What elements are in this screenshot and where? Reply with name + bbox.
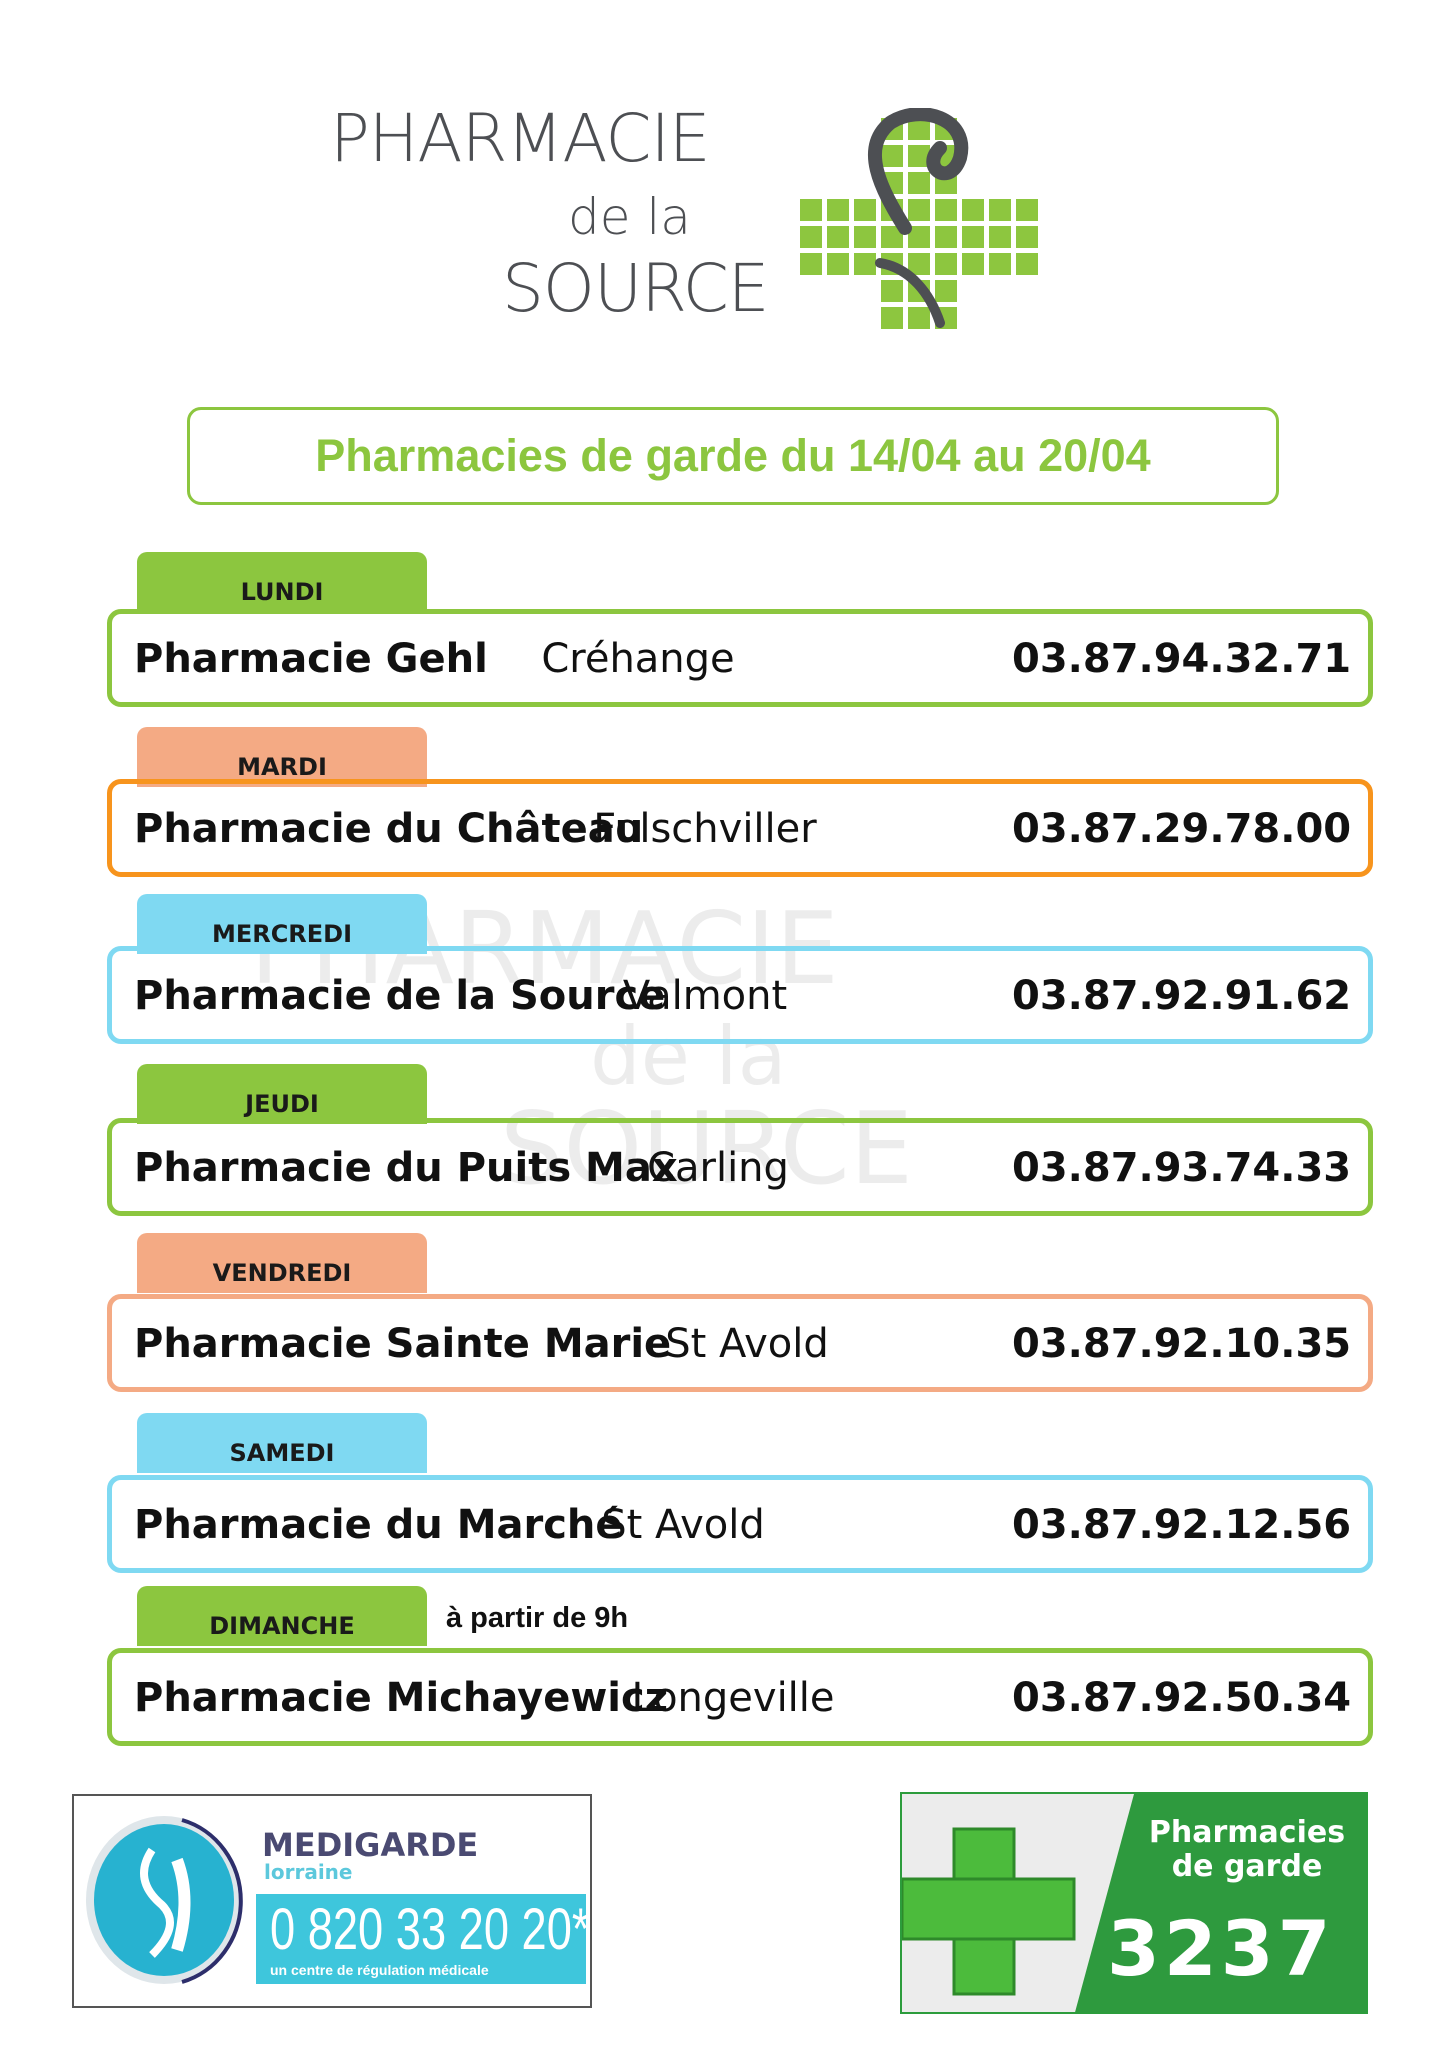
day-tab-mardi: MARDI: [137, 727, 427, 787]
pharmacy-phone: 03.87.92.10.35: [1012, 1321, 1352, 1367]
day-tab-vendredi: VENDREDI: [137, 1233, 427, 1293]
pharmacy-town: Carling: [647, 1145, 789, 1191]
day-label: MERCREDI: [211, 920, 353, 948]
day-tab-dimanche: DIMANCHE: [137, 1586, 427, 1646]
pharmacy-phone: 03.87.29.78.00: [1012, 806, 1352, 852]
page-title: Pharmacies de garde du 14/04 au 20/04: [315, 430, 1151, 481]
pharmacy-name: Pharmacie de la Source: [134, 973, 666, 1019]
pharmacy-name: Pharmacie Sainte Marie: [134, 1321, 672, 1367]
medigarde-brand: MEDIGARDE: [262, 1826, 479, 1864]
watermark-line2: de la: [590, 1010, 787, 1103]
pharmacy-phone: 03.87.92.50.34: [1012, 1675, 1352, 1721]
pharmacy-town: St Avold: [665, 1321, 829, 1367]
pharmacy-row: Pharmacie du Marché St Avold 03.87.92.12.5…: [107, 1475, 1373, 1573]
day-label: MARDI: [237, 753, 327, 781]
day-label: JEUDI: [245, 1090, 319, 1118]
day-label: DIMANCHE: [209, 1612, 355, 1640]
medigarde-phone-icon: [86, 1816, 243, 1984]
medigarde-phone-box: 0 820 33 20 20* un centre de régulation …: [256, 1894, 590, 1984]
day-tab-mercredi: MERCREDI: [137, 894, 427, 954]
pharmacy-cross-serpent-icon: [800, 108, 1038, 329]
pharmacy-row: Pharmacie de la Source Valmont 03.87.92.91…: [107, 946, 1373, 1044]
pharmacy-name: Pharmacie du Château: [134, 806, 644, 852]
pharmacy-name: Pharmacie Michayewicz: [134, 1675, 668, 1721]
pharmacy-town: St Avold: [601, 1502, 765, 1548]
pharmacy-town: Folschviller: [593, 806, 817, 852]
garde-line2: de garde: [1171, 1849, 1323, 1884]
title-box: Pharmacies de garde du 14/04 au 20/04: [187, 407, 1279, 505]
day-tab-jeudi: JEUDI: [137, 1064, 427, 1124]
medigarde-phone: 0 820 33 20 20*: [270, 1897, 590, 1962]
pharmacy-phone: 03.87.93.74.33: [1012, 1145, 1352, 1191]
pharmacy-row: Pharmacie Michayewicz Longeville 03.87.92.…: [107, 1648, 1373, 1746]
day-label: VENDREDI: [212, 1259, 352, 1287]
logo-line3: SOURCE: [502, 250, 770, 327]
logo: PHARMACIE de la SOURCE: [330, 100, 850, 340]
pharmacy-town: Créhange: [541, 636, 735, 682]
garde-number: 3237: [1107, 1904, 1335, 1993]
garde-line1: Pharmacies: [1148, 1815, 1346, 1850]
pharmacy-row: Pharmacie Gehl Créhange 03.87.94.32.71: [107, 609, 1373, 707]
pharmacy-row: Pharmacie du Château Folschviller 03.87.29…: [107, 779, 1373, 877]
pharmacies-de-garde-banner: Pharmacies de garde 3237: [900, 1792, 1368, 2014]
garde-label: Pharmacies de garde: [1132, 1816, 1362, 1884]
day-label: SAMEDI: [229, 1439, 335, 1467]
pharmacy-town: Valmont: [622, 973, 788, 1019]
logo-line1: PHARMACIE: [330, 100, 711, 177]
pharmacy-name: Pharmacie du Marché: [134, 1502, 623, 1548]
pharmacy-town: Longeville: [631, 1675, 835, 1721]
pharmacy-row: Pharmacie du Puits Max Carling 03.87.93.74…: [107, 1118, 1373, 1216]
day-note: à partir de 9h: [446, 1602, 629, 1634]
pharmacy-row: Pharmacie Sainte Marie St Avold 03.87.92.1…: [107, 1294, 1373, 1392]
pharmacy-phone: 03.87.92.91.62: [1012, 973, 1352, 1019]
day-tab-lundi: LUNDI: [137, 552, 427, 612]
medigarde-banner: MEDIGARDE lorraine 0 820 33 20 20* un ce…: [72, 1794, 592, 2008]
watermark-line3: SOURCE: [500, 1090, 913, 1207]
green-cross-icon: [902, 1794, 1134, 2012]
day-tab-samedi: SAMEDI: [137, 1413, 427, 1473]
day-label: LUNDI: [240, 578, 324, 606]
pharmacy-phone: 03.87.92.12.56: [1012, 1502, 1352, 1548]
medigarde-tagline: un centre de régulation médicale: [270, 1962, 489, 1978]
pharmacy-name: Pharmacie du Puits Max: [134, 1145, 678, 1191]
pharmacy-name: Pharmacie Gehl: [134, 636, 488, 682]
medigarde-region: lorraine: [264, 1860, 353, 1884]
pharmacy-phone: 03.87.94.32.71: [1012, 636, 1352, 682]
logo-line2: de la: [568, 188, 691, 246]
